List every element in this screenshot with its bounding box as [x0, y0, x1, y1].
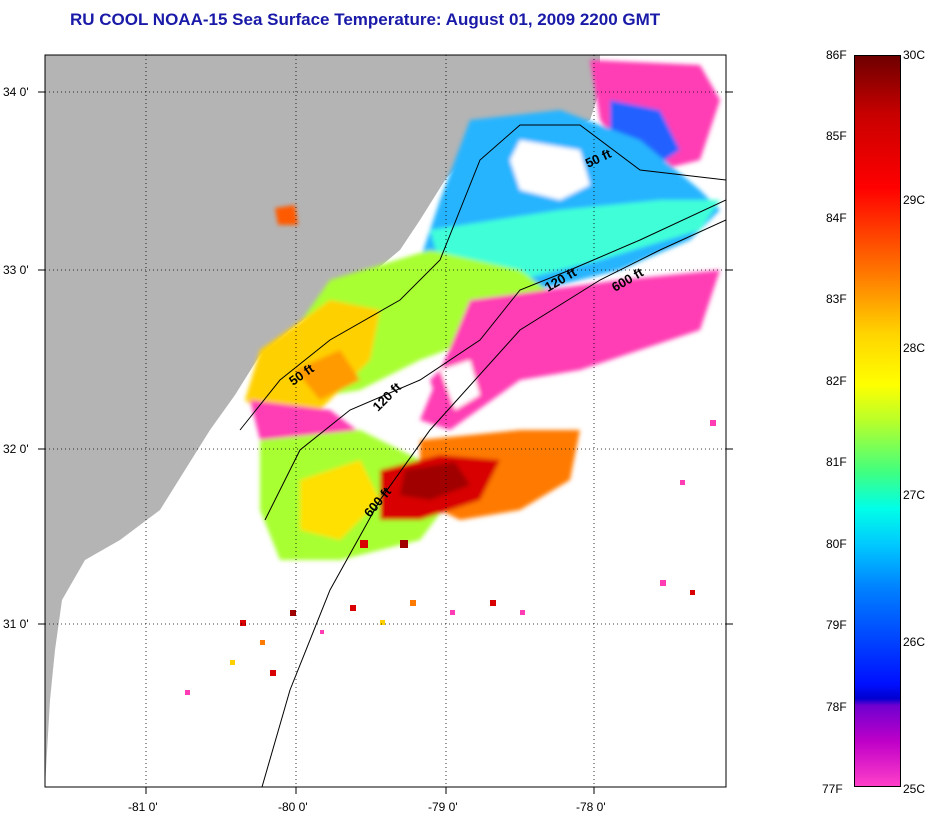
sst-scatter — [185, 420, 716, 695]
lat-label-31: 31 0' — [3, 617, 29, 631]
f-label-83: 83F — [826, 292, 847, 306]
lon-label-79: -79 0' — [428, 800, 458, 814]
lat-label-33: 33 0' — [3, 263, 29, 277]
isobath-600ft — [261, 219, 726, 787]
sst-field — [245, 60, 720, 560]
land-coastline — [45, 55, 600, 787]
lon-label-78: -78 0' — [576, 800, 606, 814]
f-label-85: 85F — [826, 129, 847, 143]
map-grid — [45, 55, 726, 787]
f-label-86: 86F — [826, 48, 847, 62]
isobath-120ft — [264, 199, 726, 521]
f-label-77: 77F — [822, 782, 843, 796]
f-label-80: 80F — [826, 537, 847, 551]
map-ticks — [38, 91, 733, 794]
map-title: RU COOL NOAA-15 Sea Surface Temperature:… — [70, 10, 661, 29]
map-frame — [44, 54, 727, 788]
c-label-29: 29C — [903, 193, 926, 207]
f-label-84: 84F — [826, 211, 847, 225]
c-label-27: 27C — [903, 488, 926, 502]
f-label-78: 78F — [826, 700, 847, 714]
lat-label-32: 32 0' — [3, 442, 29, 456]
f-label-82: 82F — [826, 374, 847, 388]
c-label-30: 30C — [903, 48, 926, 62]
lon-label-80: -80 0' — [278, 800, 308, 814]
temperature-colorbar — [854, 55, 901, 787]
lon-label-81: -81 0' — [128, 800, 158, 814]
f-label-81: 81F — [826, 455, 847, 469]
c-label-26: 26C — [903, 635, 926, 649]
lat-label-34: 34 0' — [3, 85, 29, 99]
c-label-25: 25C — [903, 782, 926, 796]
c-label-28: 28C — [903, 341, 926, 355]
isobath-50ft — [239, 124, 726, 431]
f-label-79: 79F — [826, 618, 847, 632]
